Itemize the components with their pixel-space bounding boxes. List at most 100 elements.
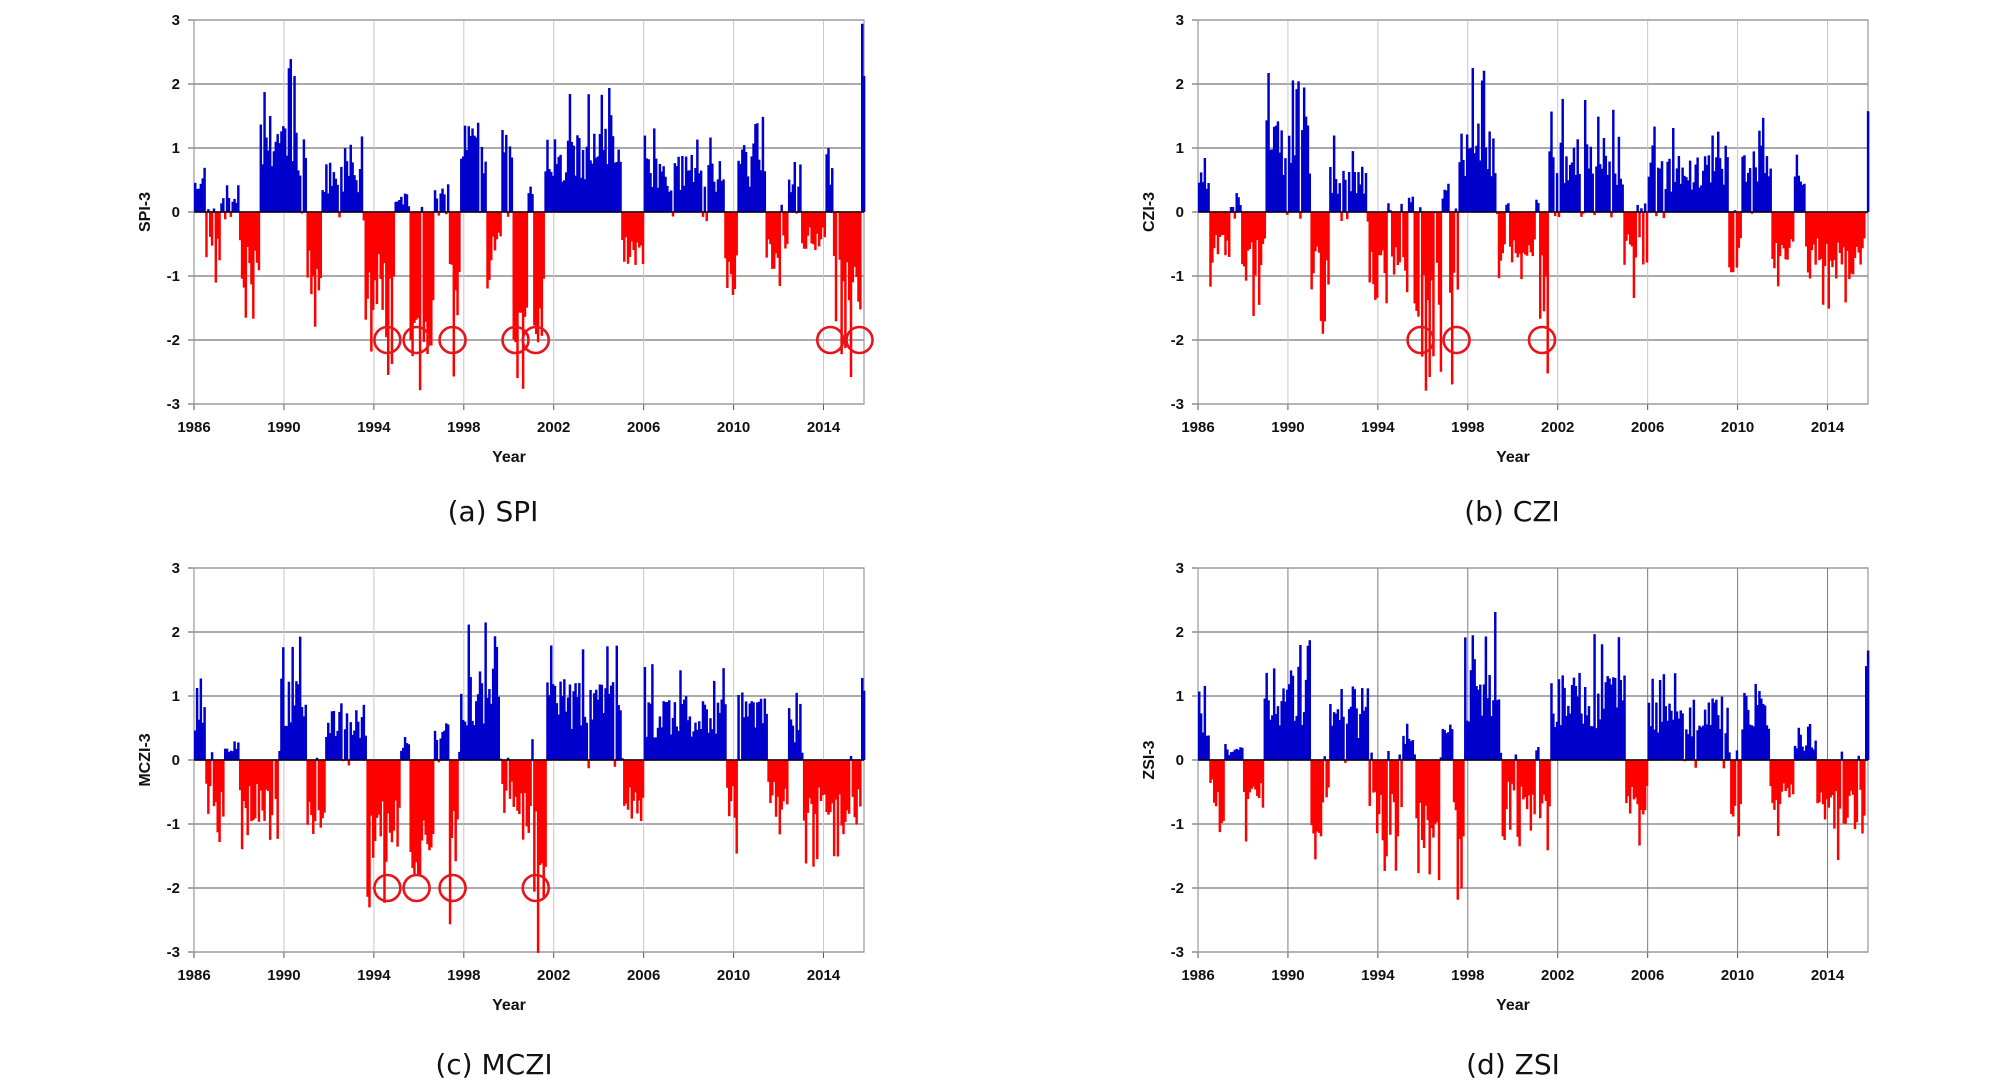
chart-mczi-bar-323: [799, 703, 802, 760]
chart-zsi-bar-98: [1381, 760, 1385, 841]
chart-spi-bar-29: [248, 212, 251, 264]
chart-zsi-bar-42: [1276, 706, 1280, 760]
chart-mczi-bar-104: [388, 760, 392, 833]
chart-zsi-bar-301: [1761, 703, 1765, 760]
chart-mczi-bar-163: [499, 758, 502, 760]
chart-spi-bar-282: [722, 179, 725, 212]
chart-mczi-bar-3: [199, 678, 203, 760]
chart-zsi-bar-40: [1272, 668, 1276, 760]
chart-mczi-bar-340: [831, 760, 834, 804]
chart-mczi-bar-213: [593, 693, 596, 760]
chart-zsi-bar-299: [1758, 690, 1761, 760]
chart-mczi-bar-244: [651, 664, 654, 760]
chart-zsi-bar-60: [1310, 760, 1313, 826]
chart-spi-bar-84: [351, 162, 354, 212]
chart-czi-bar-259: [1683, 175, 1686, 212]
chart-zsi-ytick-label-3: 0: [1176, 752, 1184, 769]
chart-spi-bar-178: [527, 193, 530, 212]
chart-zsi-bar-115: [1413, 754, 1416, 760]
chart-mczi-bar-192: [553, 685, 557, 760]
chart-czi-bar-178: [1531, 212, 1534, 257]
chart-czi-bar-212: [1595, 166, 1598, 212]
chart-spi-bar-56: [298, 175, 302, 212]
chart-czi-bar-201: [1574, 174, 1578, 212]
chart-zsi-bar-351: [1855, 760, 1859, 823]
chart-zsi-bar-143: [1465, 720, 1469, 760]
chart-zsi-bar-223: [1615, 707, 1619, 760]
chart-spi-bar-342: [834, 212, 838, 322]
chart-zsi-bar-15: [1226, 749, 1229, 760]
chart-czi-bar-171: [1518, 212, 1521, 254]
chart-zsi-ytick-label-5: -2: [1171, 880, 1184, 897]
chart-zsi-bar-153: [1484, 636, 1488, 760]
chart-mczi-bar-4: [201, 722, 204, 760]
chart-mczi-bar-28: [246, 760, 249, 836]
chart-czi-bar-74: [1336, 193, 1340, 212]
chart-mczi-bar-113: [405, 743, 409, 760]
chart-zsi-bar-272: [1707, 702, 1711, 760]
chart-zsi-bar-333: [1821, 760, 1825, 805]
chart-spi-bar-317: [787, 179, 791, 212]
chart-zsi-bar-54: [1299, 644, 1302, 760]
chart-spi-bar-345: [840, 212, 843, 355]
chart-czi-bar-70: [1329, 167, 1332, 212]
chart-spi-xtick-label-2: 1994: [357, 419, 391, 436]
chart-czi-ytick-label-4: -1: [1171, 268, 1184, 285]
chart-czi-bar-150: [1479, 160, 1482, 212]
chart-mczi-bar-204: [576, 697, 579, 760]
chart-spi-bar-248: [658, 163, 662, 212]
chart-spi-bar-195: [559, 154, 562, 212]
chart-czi-bar-99: [1383, 212, 1386, 274]
chart-zsi-bar-43: [1278, 725, 1282, 760]
chart-czi-bar-346: [1846, 212, 1849, 251]
chart-mczi-bar-91: [364, 735, 367, 760]
chart-spi-bar-7: [207, 209, 210, 212]
chart-zsi-bar-154: [1486, 698, 1490, 760]
chart-mczi-bar-181: [533, 760, 536, 892]
chart-zsi-bar-349: [1851, 760, 1855, 795]
chart-czi-bar-323: [1803, 183, 1806, 212]
chart-czi-bar-133: [1447, 183, 1450, 212]
chart-zsi-bar-244: [1655, 702, 1658, 760]
chart-zsi-bar-64: [1317, 760, 1321, 833]
chart-spi-bar-206: [579, 177, 583, 212]
chart-spi-event-circle-5: [815, 325, 845, 355]
chart-zsi-bar-247: [1660, 721, 1664, 760]
chart-mczi-bar-154: [482, 723, 486, 760]
chart-czi-bar-318: [1793, 176, 1797, 212]
chart-czi-bar-62: [1314, 212, 1317, 252]
chart-czi-bar-343: [1840, 212, 1844, 265]
chart-spi-bar-208: [583, 179, 587, 212]
chart-zsi-bar-269: [1701, 725, 1705, 760]
chart-czi-bar-17: [1229, 207, 1233, 212]
chart-zsi-bar-83: [1353, 689, 1356, 760]
chart-zsi-bar-307: [1773, 760, 1776, 810]
chart-zsi-bar-291: [1743, 692, 1746, 760]
chart-spi-bar-114: [407, 206, 411, 212]
chart-zsi-bar-45: [1282, 688, 1285, 760]
chart-mczi-bar-144: [463, 721, 467, 760]
chart-zsi-bar-331: [1818, 760, 1821, 803]
chart-spi-bar-156: [486, 212, 489, 289]
chart-spi-bar-50: [287, 68, 291, 212]
chart-spi-bar-59: [304, 157, 308, 212]
chart-czi-ytick-label-5: -2: [1171, 332, 1184, 349]
chart-czi-bar-341: [1836, 212, 1840, 243]
chart-czi-bar-234: [1636, 204, 1639, 212]
chart-spi-bar-17: [225, 185, 229, 212]
chart-zsi-bar-127: [1435, 760, 1439, 823]
chart-spi-bar-47: [282, 126, 285, 212]
chart-zsi-bar-123: [1428, 760, 1431, 875]
chart-spi-ytick-label-5: -2: [167, 332, 180, 349]
chart-spi-bar-243: [649, 173, 652, 212]
chart-spi-bar-150: [475, 137, 478, 212]
chart-zsi-bar-14: [1224, 744, 1227, 760]
chart-mczi-ytick-label-0: 3: [172, 560, 180, 577]
chart-mczi-bar-132: [441, 731, 444, 760]
chart-mczi-bar-324: [801, 752, 804, 760]
chart-mczi-bar-228: [621, 758, 624, 760]
chart-czi-bar-328: [1812, 212, 1816, 245]
chart-mczi-bar-159: [491, 668, 495, 760]
chart-czi-bar-80: [1347, 171, 1351, 212]
chart-mczi-bar-37: [263, 760, 266, 821]
